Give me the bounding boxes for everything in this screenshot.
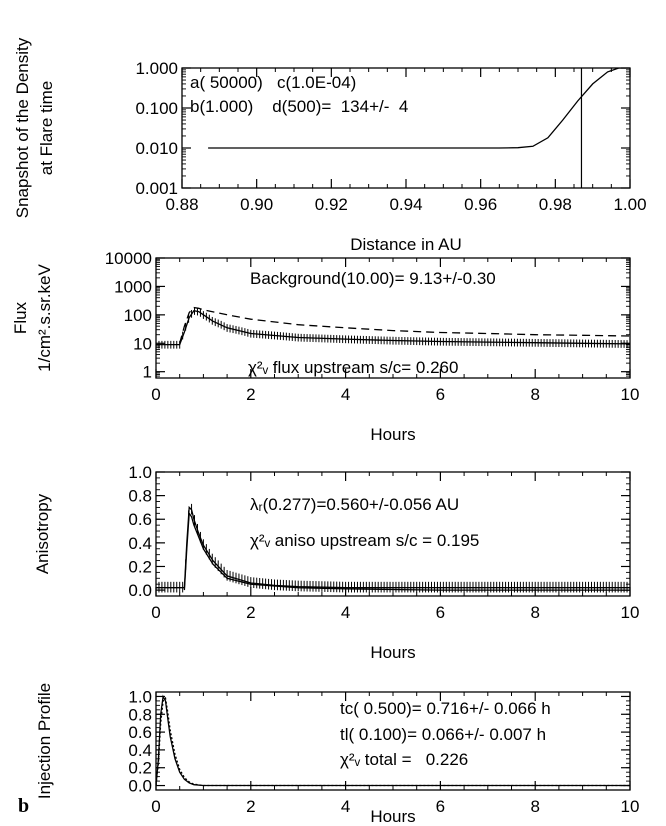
y-tick-label: 1.000 (135, 59, 178, 78)
y-tick-label: 1.0 (128, 687, 152, 706)
x-tick-label: 1.00 (613, 195, 646, 214)
y-tick-label: 1000 (114, 277, 152, 296)
x-tick-label: 0.94 (389, 195, 422, 214)
y-tick-label: 100 (124, 306, 152, 325)
y-tick-label: 0.010 (135, 139, 178, 158)
x-tick-label: 4 (341, 797, 350, 816)
x-tick-label: 4 (341, 603, 350, 622)
series-line-dashed (179, 306, 630, 344)
x-tick-label: 2 (246, 385, 255, 404)
y-axis-label: 1/cm².s.sr.keV (35, 263, 54, 371)
x-tick-label: 8 (530, 797, 539, 816)
panel-letter: b (18, 795, 29, 817)
annotation: tl( 0.100)= 0.066+/- 0.007 h (340, 725, 546, 744)
y-tick-label: 0.8 (128, 705, 152, 724)
y-tick-label: 0.0 (128, 581, 152, 600)
series-line-solid (156, 309, 630, 346)
y-tick-label: 0.2 (128, 759, 152, 778)
x-tick-label: 0.98 (539, 195, 572, 214)
y-tick-label: 0.100 (135, 99, 178, 118)
x-tick-label: 10 (621, 385, 640, 404)
x-tick-label: 0 (151, 603, 160, 622)
annotation: a( 50000) c(1.0E-04) (190, 73, 356, 92)
x-axis-label: Hours (370, 643, 415, 662)
annotation: λᵣ(0.277)=0.560+/-0.056 AU (250, 495, 459, 514)
annotation: χ²ᵥ aniso upstream s/c = 0.195 (250, 531, 479, 550)
x-tick-label: 8 (530, 603, 539, 622)
x-tick-label: 6 (436, 385, 445, 404)
x-axis-label: Hours (370, 425, 415, 444)
x-tick-label: 2 (246, 603, 255, 622)
y-tick-label: 10 (133, 334, 152, 353)
series-line-solid (183, 511, 630, 591)
annotation: Background(10.00)= 9.13+/-0.30 (250, 269, 496, 288)
y-tick-label: 0.4 (128, 741, 152, 760)
y-tick-label: 0.001 (135, 179, 178, 198)
x-tick-label: 10 (621, 797, 640, 816)
flux-panel: 0 2 4 6 8 10 1 10 100 1000 10000 Hours Flux 1/cm².s.s… (11, 249, 639, 444)
x-tick-label: 2 (246, 797, 255, 816)
plot-area (208, 68, 630, 149)
y-axis-label: Injection Profile (35, 683, 54, 799)
y-axis-label: Anisotropy (33, 493, 52, 574)
y-tick-label: 10000 (105, 249, 152, 268)
annotation: tc( 0.500)= 0.716+/- 0.066 h (340, 699, 551, 718)
y-axis-label: Flux (11, 301, 30, 334)
x-tick-label: 0.88 (165, 195, 198, 214)
y-tick-label: 1.0 (128, 463, 152, 482)
plot-area (156, 694, 630, 787)
y-tick-label: 1 (143, 363, 152, 382)
x-tick-label: 0.96 (464, 195, 497, 214)
y-tick-label: 0.4 (128, 534, 152, 553)
y-axis-label: Snapshot of the Density (13, 37, 32, 218)
plot-area (156, 306, 630, 349)
annotation: b(1.000) d(500)= 134+/- 4 (190, 97, 408, 116)
y-axis-label: at Flare time (37, 81, 56, 175)
x-axis-label: Hours (370, 807, 415, 826)
y-tick-label: 0.2 (128, 557, 152, 576)
x-tick-label: 4 (341, 385, 350, 404)
x-tick-label: 6 (436, 603, 445, 622)
anisotropy-panel: 0 2 4 6 8 10 0.0 0.2 0.4 0.6 0.8 1.0 Hours Anisotropy… (33, 463, 639, 662)
x-tick-label: 8 (530, 385, 539, 404)
x-tick-label: 0 (151, 385, 160, 404)
x-tick-label: 0 (151, 797, 160, 816)
x-tick-label: 0.90 (240, 195, 273, 214)
x-axis-label: Distance in AU (350, 235, 462, 254)
y-tick-label: 0.0 (128, 777, 152, 796)
x-tick-label: 10 (621, 603, 640, 622)
y-tick-label: 0.6 (128, 510, 152, 529)
x-tick-label: 6 (436, 797, 445, 816)
y-tick-label: 0.8 (128, 487, 152, 506)
annotation: χ²ᵥ flux upstream s/c= 0.260 (248, 358, 458, 377)
density-panel: 0.88 0.90 0.92 0.94 0.96 0.98 1.00 0.001 0.010 0.… (13, 37, 647, 254)
y-tick-label: 0.6 (128, 723, 152, 742)
annotation: χ²ᵥ total = 0.226 (340, 750, 468, 769)
series-line-dotted (156, 696, 630, 787)
injection-profile-panel: 0 2 4 6 8 10 0.00.20.40.60.81.0 Hours Injection … (35, 683, 639, 826)
x-tick-label: 0.92 (315, 195, 348, 214)
series-line-solid (208, 68, 630, 149)
plot-area (156, 503, 630, 593)
